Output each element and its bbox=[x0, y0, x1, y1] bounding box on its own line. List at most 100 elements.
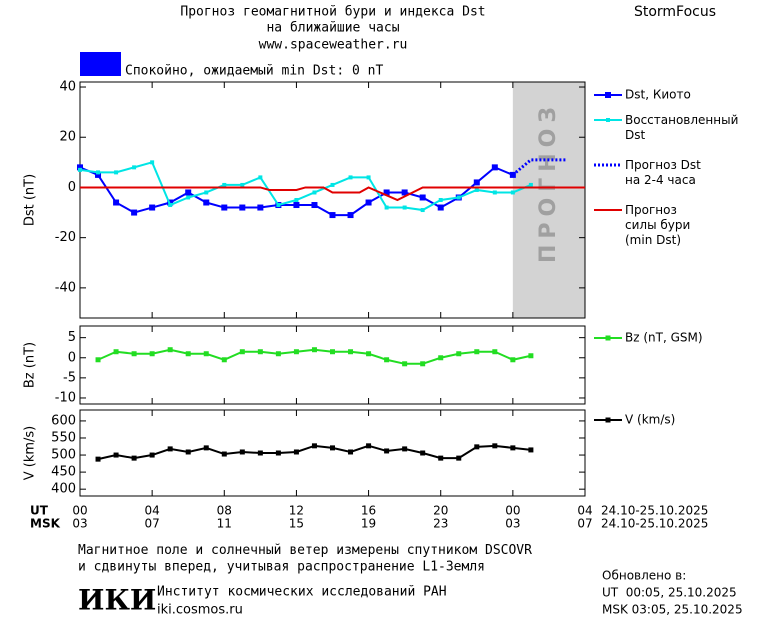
legend-label: Восстановленный Dst bbox=[625, 113, 738, 142]
data-point bbox=[186, 195, 191, 200]
subtitle: на ближайшие часы bbox=[266, 21, 399, 36]
ut-tick-label: 12 bbox=[289, 504, 304, 518]
data-point bbox=[96, 170, 101, 175]
data-point bbox=[203, 351, 209, 357]
status-color bbox=[80, 52, 121, 76]
data-point bbox=[491, 164, 498, 171]
data-point bbox=[167, 347, 173, 353]
data-point bbox=[275, 450, 281, 456]
legend-label: Прогноз Dst на 2-4 часа bbox=[625, 158, 701, 187]
data-point bbox=[258, 175, 263, 180]
plot-frame bbox=[79, 81, 586, 319]
data-point bbox=[276, 203, 281, 208]
y-tick-label: 5 bbox=[68, 330, 76, 345]
data-point bbox=[113, 199, 120, 206]
msk-tick-label: 19 bbox=[361, 517, 376, 531]
y-tick-label: -10 bbox=[55, 390, 76, 405]
data-point bbox=[77, 164, 83, 171]
data-point bbox=[78, 167, 82, 172]
legend-label: V (km/s) bbox=[625, 413, 675, 427]
data-point bbox=[257, 349, 263, 355]
ut-tick-label: 16 bbox=[361, 504, 376, 518]
y-tick-label: -40 bbox=[55, 280, 76, 295]
data-point bbox=[312, 190, 317, 195]
data-point bbox=[347, 212, 354, 219]
forecast-region bbox=[512, 82, 585, 318]
data-point bbox=[114, 170, 119, 175]
data-point bbox=[203, 445, 209, 451]
msk-label: MSK bbox=[30, 517, 61, 531]
data-point bbox=[330, 349, 335, 355]
logo: ИКИ bbox=[78, 584, 156, 617]
data-point bbox=[149, 204, 156, 211]
data-point bbox=[402, 205, 407, 210]
data-point bbox=[95, 357, 101, 363]
data-point bbox=[239, 449, 245, 455]
data-point bbox=[185, 351, 191, 357]
forecast-label: ПРОГНОЗ bbox=[536, 101, 561, 263]
data-point bbox=[510, 190, 515, 195]
msk-tick-label: 15 bbox=[289, 517, 304, 531]
updated-label: Обновлено в: bbox=[602, 569, 686, 583]
data-point bbox=[240, 182, 245, 187]
legend-label: Dst, Киото bbox=[625, 88, 691, 102]
data-point bbox=[113, 452, 119, 458]
data-point bbox=[474, 187, 479, 192]
site-url: www.spaceweather.ru bbox=[259, 38, 408, 53]
updated-msk: MSK 03:05, 25.10.2025 bbox=[602, 603, 743, 617]
data-point bbox=[402, 446, 408, 452]
title: Прогноз геомагнитной бури и индекса Dst bbox=[180, 5, 485, 20]
data-point bbox=[492, 349, 498, 355]
data-point bbox=[329, 212, 336, 219]
data-point bbox=[167, 446, 173, 452]
data-point bbox=[384, 205, 389, 210]
y-tick-label: 0 bbox=[68, 180, 76, 195]
data-point bbox=[528, 353, 534, 359]
legend-label: Bz (nT, GSM) bbox=[625, 331, 703, 345]
ut-range: 24.10-25.10.2025 bbox=[601, 504, 708, 518]
data-point bbox=[528, 447, 534, 453]
data-point bbox=[474, 349, 480, 355]
msk-range: 24.10-25.10.2025 bbox=[601, 517, 708, 531]
data-point bbox=[401, 189, 408, 196]
data-point bbox=[293, 449, 299, 455]
data-point bbox=[384, 357, 390, 363]
msk-tick-label: 07 bbox=[145, 517, 160, 531]
y-axis-label: V (km/s) bbox=[23, 426, 38, 481]
data-point bbox=[492, 190, 497, 195]
msk-tick-label: 11 bbox=[217, 517, 232, 531]
data-point bbox=[419, 194, 426, 201]
ut-tick-label: 00 bbox=[72, 504, 87, 518]
data-point bbox=[348, 349, 354, 355]
data-point bbox=[420, 208, 425, 213]
ut-tick-label: 08 bbox=[217, 504, 232, 518]
msk-tick-label: 03 bbox=[505, 517, 520, 531]
data-point bbox=[474, 444, 480, 450]
data-point bbox=[95, 456, 101, 462]
data-point bbox=[437, 204, 444, 211]
data-point bbox=[438, 198, 443, 202]
data-point bbox=[150, 160, 155, 165]
data-point bbox=[402, 361, 408, 367]
data-point bbox=[383, 189, 390, 196]
y-axis-label: Dst (nT) bbox=[23, 174, 38, 226]
data-point bbox=[510, 357, 516, 363]
data-point bbox=[311, 347, 317, 353]
data-point bbox=[131, 455, 137, 461]
data-point bbox=[528, 182, 533, 187]
data-point bbox=[456, 455, 462, 461]
data-point bbox=[366, 175, 371, 180]
data-point bbox=[168, 203, 173, 208]
ut-tick-label: 00 bbox=[505, 504, 520, 518]
data-point bbox=[221, 451, 227, 457]
data-point bbox=[222, 182, 227, 187]
data-point bbox=[420, 450, 426, 456]
data-point bbox=[492, 443, 498, 449]
y-tick-label: 0 bbox=[68, 350, 76, 365]
data-point bbox=[456, 351, 462, 357]
data-point bbox=[221, 357, 227, 363]
updated-ut: UT 00:05, 25.10.2025 bbox=[602, 586, 737, 600]
plot-frame bbox=[79, 325, 586, 405]
data-point bbox=[438, 455, 444, 461]
data-point bbox=[438, 355, 444, 361]
